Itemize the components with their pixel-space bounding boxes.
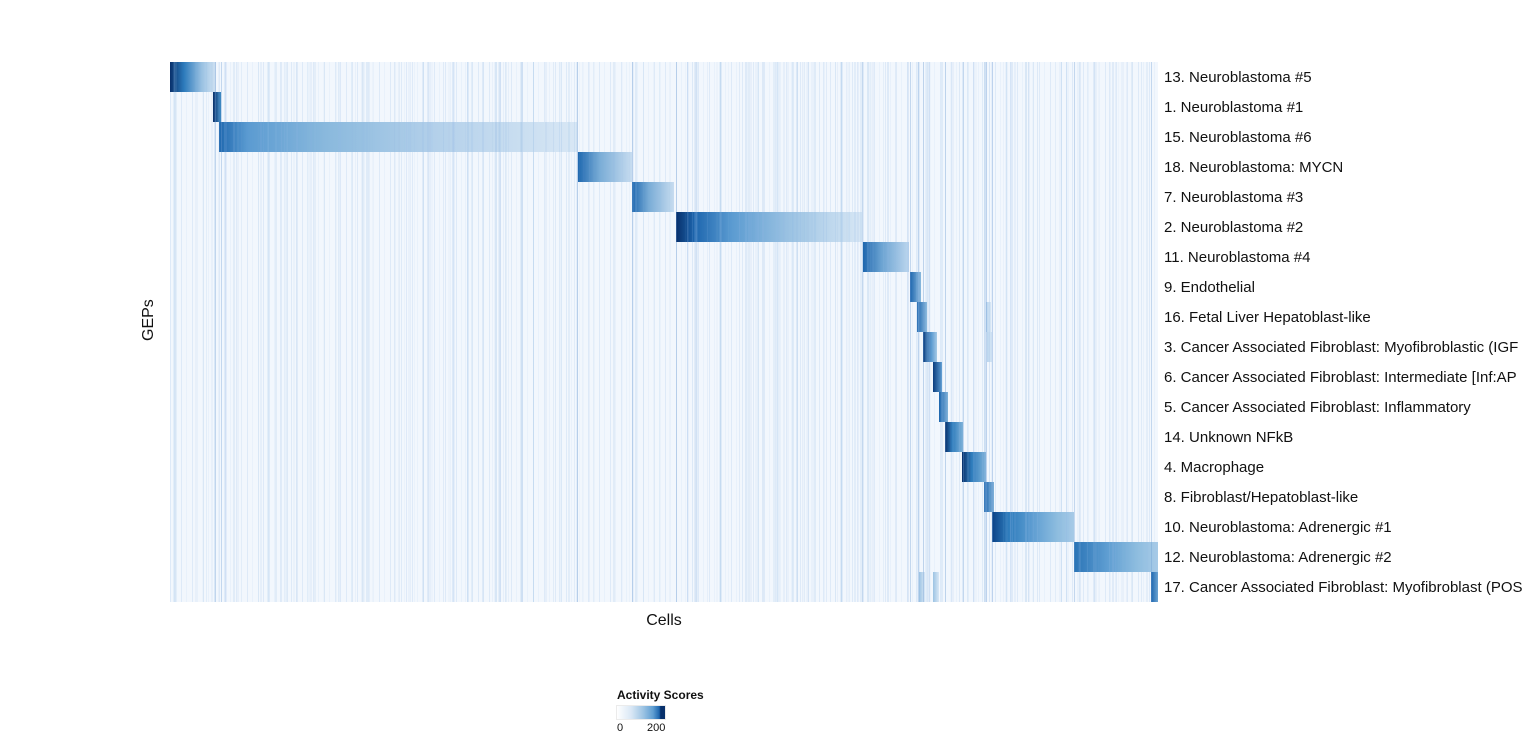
- y-axis-label: GEPs: [139, 299, 157, 341]
- activity-block: [213, 92, 222, 122]
- activity-block: [944, 422, 964, 452]
- activity-block: [962, 452, 987, 482]
- heatmap-row: [170, 62, 1158, 92]
- legend-colorbar: [616, 705, 666, 720]
- row-label: 17. Cancer Associated Fibroblast: Myofib…: [1164, 578, 1523, 596]
- legend-ticks: 0 200: [617, 722, 677, 736]
- legend-tick-min: 0: [617, 722, 624, 734]
- x-axis-label: Cells: [646, 612, 682, 629]
- heatmap-row: [170, 242, 1158, 272]
- row-label: 5. Cancer Associated Fibroblast: Inflamm…: [1164, 398, 1471, 416]
- row-label: 15. Neuroblastoma #6: [1164, 128, 1312, 146]
- activity-block: [932, 572, 939, 602]
- heatmap-row: [170, 482, 1158, 512]
- heatmap-row: [170, 512, 1158, 542]
- row-labels: 13. Neuroblastoma #5 1. Neuroblastoma #1 1…: [1164, 62, 1540, 602]
- activity-block: [984, 482, 994, 512]
- row-label: 6. Cancer Associated Fibroblast: Interme…: [1164, 368, 1517, 386]
- legend-title: Activity Scores: [617, 688, 704, 702]
- activity-block: [938, 392, 948, 422]
- heatmap-row: [170, 362, 1158, 392]
- row-label: 10. Neuroblastoma: Adrenergic #1: [1164, 518, 1392, 536]
- heatmap-row: [170, 542, 1158, 572]
- row-label: 13. Neuroblastoma #5: [1164, 68, 1312, 86]
- activity-block: [862, 242, 909, 272]
- activity-block: [910, 272, 921, 302]
- heatmap-row: [170, 152, 1158, 182]
- activity-block: [987, 332, 992, 362]
- activity-block: [918, 572, 925, 602]
- heatmap-row: [170, 452, 1158, 482]
- heatmap-row: [170, 302, 1158, 332]
- heatmap-row: [170, 92, 1158, 122]
- activity-block: [932, 362, 942, 392]
- activity-block: [219, 122, 578, 152]
- row-label: 1. Neuroblastoma #1: [1164, 98, 1304, 116]
- row-label: 2. Neuroblastoma #2: [1164, 218, 1304, 236]
- heatmap-row: [170, 182, 1158, 212]
- heatmap-row: [170, 212, 1158, 242]
- activity-block: [916, 302, 927, 332]
- activity-block: [675, 212, 862, 242]
- heatmap-row: [170, 422, 1158, 452]
- legend-tick-max: 200: [647, 722, 666, 734]
- heatmap-row: [170, 572, 1158, 602]
- row-label: 12. Neuroblastoma: Adrenergic #2: [1164, 548, 1392, 566]
- heatmap-matrix: [170, 62, 1158, 602]
- activity-block: [1074, 542, 1158, 572]
- legend: Activity Scores 0 200: [616, 688, 737, 736]
- row-label: 14. Unknown NFkB: [1164, 428, 1294, 446]
- activity-block: [922, 332, 937, 362]
- activity-block: [986, 302, 992, 332]
- row-label: 18. Neuroblastoma: MYCN: [1164, 158, 1344, 176]
- activity-block: [170, 62, 217, 92]
- heatmap-row: [170, 392, 1158, 422]
- activity-block: [1151, 572, 1158, 602]
- row-label: 4. Macrophage: [1164, 458, 1265, 476]
- activity-block: [578, 152, 633, 182]
- row-label: 9. Endothelial: [1164, 278, 1255, 296]
- heatmap-row: [170, 332, 1158, 362]
- row-label: 7. Neuroblastoma #3: [1164, 188, 1304, 206]
- heatmap-row: [170, 272, 1158, 302]
- activity-block: [632, 182, 674, 212]
- activity-block: [992, 512, 1075, 542]
- row-label: 3. Cancer Associated Fibroblast: Myofibr…: [1164, 338, 1519, 356]
- row-label: 8. Fibroblast/Hepatoblast-like: [1164, 488, 1359, 506]
- heatmap-row: [170, 122, 1158, 152]
- row-label: 11. Neuroblastoma #4: [1164, 248, 1311, 266]
- row-label: 16. Fetal Liver Hepatoblast-like: [1164, 308, 1371, 326]
